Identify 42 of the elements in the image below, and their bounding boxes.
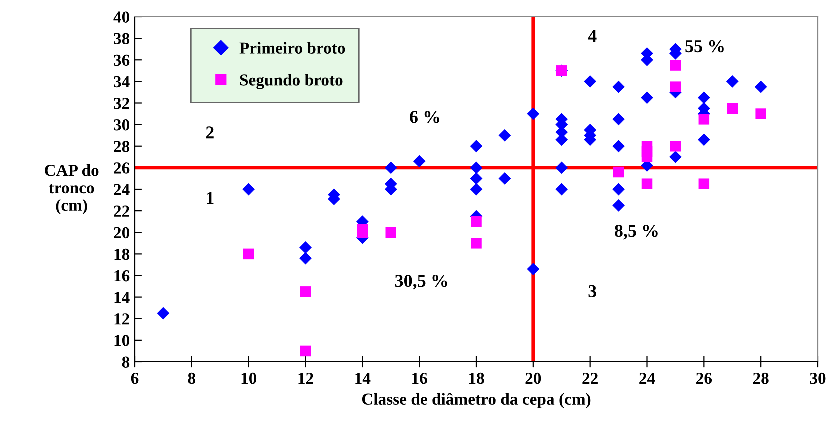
x-tick-label: 30	[810, 372, 826, 384]
annotation: 2	[206, 126, 214, 139]
x-tick-label: 20	[526, 372, 542, 384]
y-tick-label: 28	[114, 141, 130, 152]
annotation: 4	[588, 30, 597, 42]
x-tick-label: 6	[131, 372, 139, 384]
y-tick-label: 34	[114, 76, 130, 88]
y-tick-label: 22	[114, 206, 130, 217]
x-tick-label: 14	[356, 372, 371, 384]
y-tick-label: 24	[114, 184, 130, 196]
annotation: 8,5 %	[615, 224, 658, 240]
y-tick-label: 12	[114, 314, 130, 325]
x-axis-title: Classe de diâmetro da cepa (cm)	[362, 393, 591, 408]
x-tick-label: 18	[470, 372, 484, 384]
y-tick-label: 38	[114, 33, 130, 45]
y-tick-label: 16	[114, 270, 130, 282]
y-tick-label: 26	[114, 162, 130, 174]
x-tick-label: 16	[412, 372, 428, 384]
y-tick-label: 14	[114, 292, 130, 304]
y-tick-label: 32	[114, 98, 130, 110]
legend-label: Segundo broto	[240, 74, 343, 90]
annotation: 3	[588, 285, 597, 298]
y-axis-title: CAP do tronco (cm)	[45, 164, 99, 214]
annotation: 30,5 %	[395, 274, 448, 290]
y-tick-label: 40	[114, 12, 130, 23]
legend-label: Primeiro broto	[240, 42, 346, 54]
annotation: 1	[207, 192, 214, 204]
x-tick-label: 24	[640, 372, 656, 384]
x-tick-label: 8	[188, 372, 196, 384]
y-tick-label: 8	[122, 356, 130, 368]
x-tick-label: 22	[582, 372, 598, 384]
y-tick-label: 36	[114, 54, 130, 66]
x-tick-label: 12	[298, 372, 314, 384]
annotation: 55 %	[686, 40, 724, 53]
x-tick-label: 28	[753, 372, 769, 384]
annotation: 6 %	[410, 111, 440, 124]
x-tick-label: 10	[242, 372, 257, 384]
y-tick-label: 10	[114, 335, 130, 346]
y-tick-label: 18	[114, 248, 130, 260]
x-tick-label: 26	[696, 372, 712, 384]
y-tick-label: 20	[114, 227, 130, 239]
y-tick-label: 30	[114, 120, 130, 131]
